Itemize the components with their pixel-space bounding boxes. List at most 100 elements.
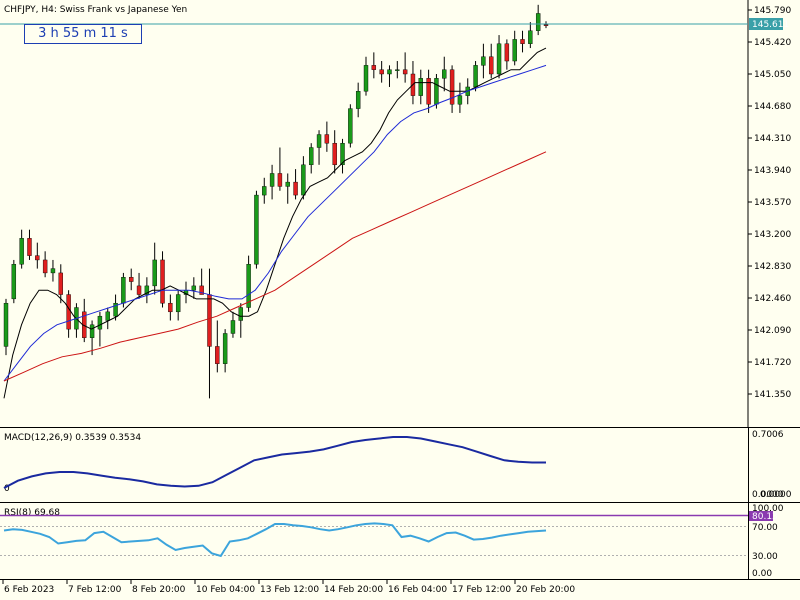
macd-axis-top: 0.7006	[752, 430, 784, 440]
bull-candle	[340, 142, 345, 166]
bear-candle	[277, 173, 283, 187]
bear-candle	[489, 56, 494, 75]
bear-candle	[160, 259, 165, 304]
price-axis: 145.790 145.420 145.050 144.680 144.310 143.9…	[748, 6, 791, 400]
rsi-current-label: 80.13	[752, 512, 778, 522]
macd-pane[interactable]: MACD(12,26,9) 0.3539 0.3534 0 0.7006 0.0…	[3, 430, 792, 500]
bull-candle	[301, 164, 306, 196]
time-tick-label: 17 Feb 12:00	[452, 585, 511, 595]
time-axis: 6 Feb 2023 7 Feb 12:00 8 Feb 20:00 10 Feb 0…	[2, 580, 575, 595]
bull-candle	[246, 264, 251, 308]
bull-candle	[418, 78, 423, 96]
ma-fast-line	[3, 47, 547, 399]
price-tick-label: 144.310	[754, 134, 791, 144]
candle-timer: 3 h 55 m 11 s	[24, 24, 142, 44]
price-tick-label: 141.720	[754, 358, 791, 368]
price-tick-label: 142.090	[754, 326, 791, 336]
price-tick-label: 145.790	[754, 6, 791, 16]
chart-title: CHFJPY, H4: Swiss Frank vs Japanese Yen	[4, 5, 187, 15]
price-tick-label: 142.460	[754, 294, 791, 304]
ma-mid-line	[3, 64, 547, 382]
bull-candle	[230, 320, 236, 334]
bull-candle	[473, 65, 478, 88]
bull-candle	[262, 186, 267, 196]
bull-candle	[496, 43, 502, 75]
macd-zero-label: 0	[4, 484, 10, 494]
ma-slow-line	[3, 151, 547, 382]
bull-candle	[535, 13, 541, 31]
bull-candle	[175, 294, 181, 313]
bear-candle	[449, 69, 455, 105]
bull-candle	[434, 78, 439, 105]
bear-candle	[402, 69, 408, 75]
rsi-current-tag	[749, 511, 773, 521]
bull-candle	[363, 65, 369, 92]
bull-candle	[191, 285, 197, 291]
price-tick-label: 141.350	[754, 390, 791, 400]
bull-candle	[89, 324, 95, 338]
macd-label: MACD(12,26,9) 0.3539 0.3534	[4, 433, 141, 443]
macd-line	[3, 436, 546, 489]
bull-candle	[121, 277, 126, 304]
bull-candle	[269, 173, 275, 187]
bear-candle	[35, 255, 40, 261]
rsi-label: RSI(8) 69.68	[4, 508, 60, 518]
bear-candle	[332, 142, 337, 166]
bull-candle	[285, 181, 290, 187]
bear-candle	[543, 24, 549, 26]
bull-candle	[238, 307, 243, 321]
bear-candle	[58, 272, 63, 295]
time-tick-label: 13 Feb 12:00	[260, 585, 319, 595]
bull-candle	[19, 238, 24, 265]
bear-candle	[293, 181, 298, 196]
rsi-line	[3, 522, 547, 558]
time-tick-label: 10 Feb 04:00	[196, 585, 255, 595]
bull-candle	[355, 91, 361, 109]
bull-candle	[512, 39, 517, 62]
bull-candle	[113, 302, 118, 317]
bear-candle	[324, 134, 330, 144]
moving-averages-layer	[3, 47, 547, 399]
bull-candle	[222, 333, 228, 364]
macd-axis-bottom: 0.0000	[752, 490, 784, 500]
current-price-tag	[749, 18, 783, 30]
bull-candle	[387, 69, 392, 75]
bear-candle	[136, 285, 142, 295]
bull-candle	[395, 69, 400, 71]
time-tick-label: 20 Feb 20:00	[516, 585, 575, 595]
bull-candle	[11, 264, 17, 300]
bull-candle	[105, 311, 110, 321]
bull-candle	[481, 56, 486, 66]
current-price-label: 145.611	[752, 20, 789, 30]
bull-candle	[457, 95, 463, 105]
bull-candle	[309, 147, 314, 166]
bear-candle	[199, 285, 204, 295]
bear-candle	[129, 277, 134, 282]
macd-axis-bottom-shadow: 0.0000	[760, 490, 792, 500]
bear-candle	[379, 69, 384, 75]
bear-candle	[504, 43, 510, 62]
bull-candle	[144, 285, 150, 295]
bull-candle	[528, 30, 533, 44]
price-tick-label: 143.570	[754, 198, 791, 208]
bear-candle	[27, 238, 32, 256]
time-tick-label: 6 Feb 2023	[4, 585, 54, 595]
price-tick-label: 142.830	[754, 262, 791, 272]
bull-candle	[3, 302, 9, 347]
rsi-axis-30: 30.00	[752, 552, 778, 562]
bull-candle	[316, 134, 322, 148]
bull-candle	[254, 194, 259, 265]
bear-candle	[371, 65, 377, 70]
bear-candle	[215, 346, 220, 364]
rsi-pane[interactable]: RSI(8) 69.68 100.00 80.13 70.00 30.00 0.…	[0, 504, 784, 579]
time-tick-label: 7 Feb 12:00	[68, 585, 122, 595]
bull-candle	[50, 268, 56, 274]
rsi-axis-70: 70.00	[752, 523, 778, 533]
price-tick-label: 143.940	[754, 166, 791, 176]
time-tick-label: 16 Feb 04:00	[388, 585, 447, 595]
bear-candle	[520, 39, 525, 44]
rsi-axis-0: 0.00	[752, 569, 772, 579]
bear-candle	[66, 294, 71, 330]
bear-candle	[207, 294, 212, 347]
